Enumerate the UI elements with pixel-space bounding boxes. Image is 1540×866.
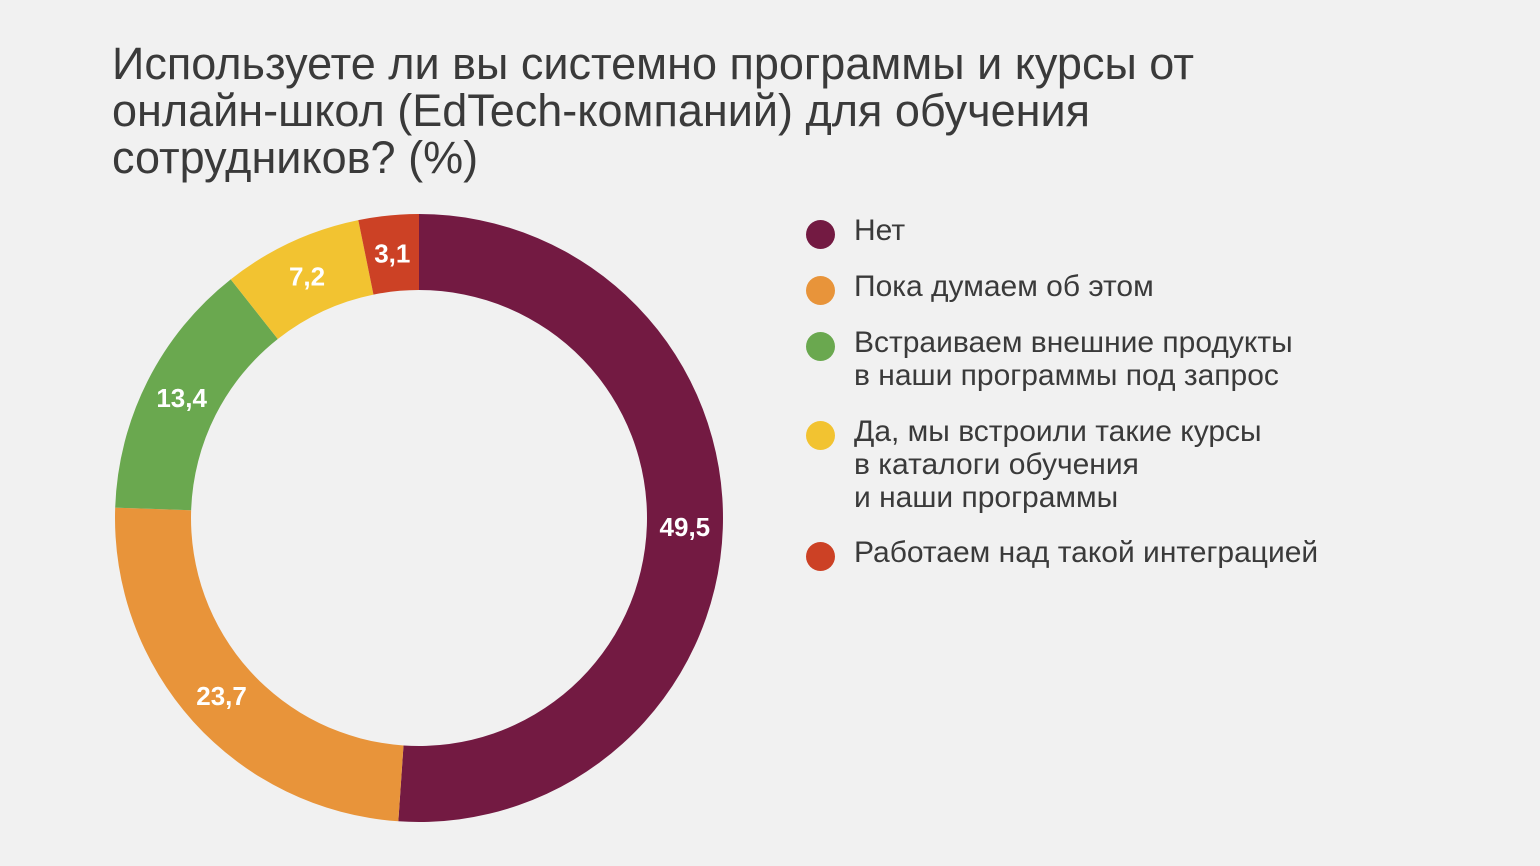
legend-color-dot (806, 220, 835, 249)
legend-label: Пока думаем об этом (854, 270, 1154, 303)
legend-item: Работаем над такой интеграцией (806, 536, 1318, 571)
legend-item: Встраиваем внешние продукты в наши прогр… (806, 326, 1293, 392)
legend-color-dot (806, 332, 835, 361)
slice-value-label: 13,4 (156, 383, 207, 413)
legend-label: Встраиваем внешние продукты в наши прогр… (854, 326, 1293, 392)
donut-chart: 49,5 23,7 13,4 7,2 3,1 (115, 214, 723, 822)
slice-value-label: 7,2 (289, 262, 325, 292)
slice-value-label: 49,5 (660, 512, 711, 542)
chart-title: Используете ли вы системно программы и к… (112, 38, 1194, 183)
legend-label: Нет (854, 214, 906, 247)
donut-slice-2 (115, 507, 404, 822)
legend-color-dot (806, 421, 835, 450)
legend-label: Да, мы встроили такие курсы в каталоги о… (854, 415, 1262, 514)
legend-color-dot (806, 276, 835, 305)
donut-slice-1 (398, 214, 723, 822)
legend-item: Пока думаем об этом (806, 270, 1154, 305)
legend-item: Да, мы встроили такие курсы в каталоги о… (806, 415, 1262, 514)
legend-color-dot (806, 542, 835, 571)
donut-slice-3 (115, 279, 278, 511)
legend-item: Нет (806, 214, 905, 249)
slice-value-label: 23,7 (196, 681, 247, 711)
legend-label: Работаем над такой интеграцией (854, 536, 1319, 569)
slice-value-label: 3,1 (374, 238, 410, 268)
donut-slice-4 (230, 220, 374, 339)
donut-slice-5 (358, 214, 419, 295)
